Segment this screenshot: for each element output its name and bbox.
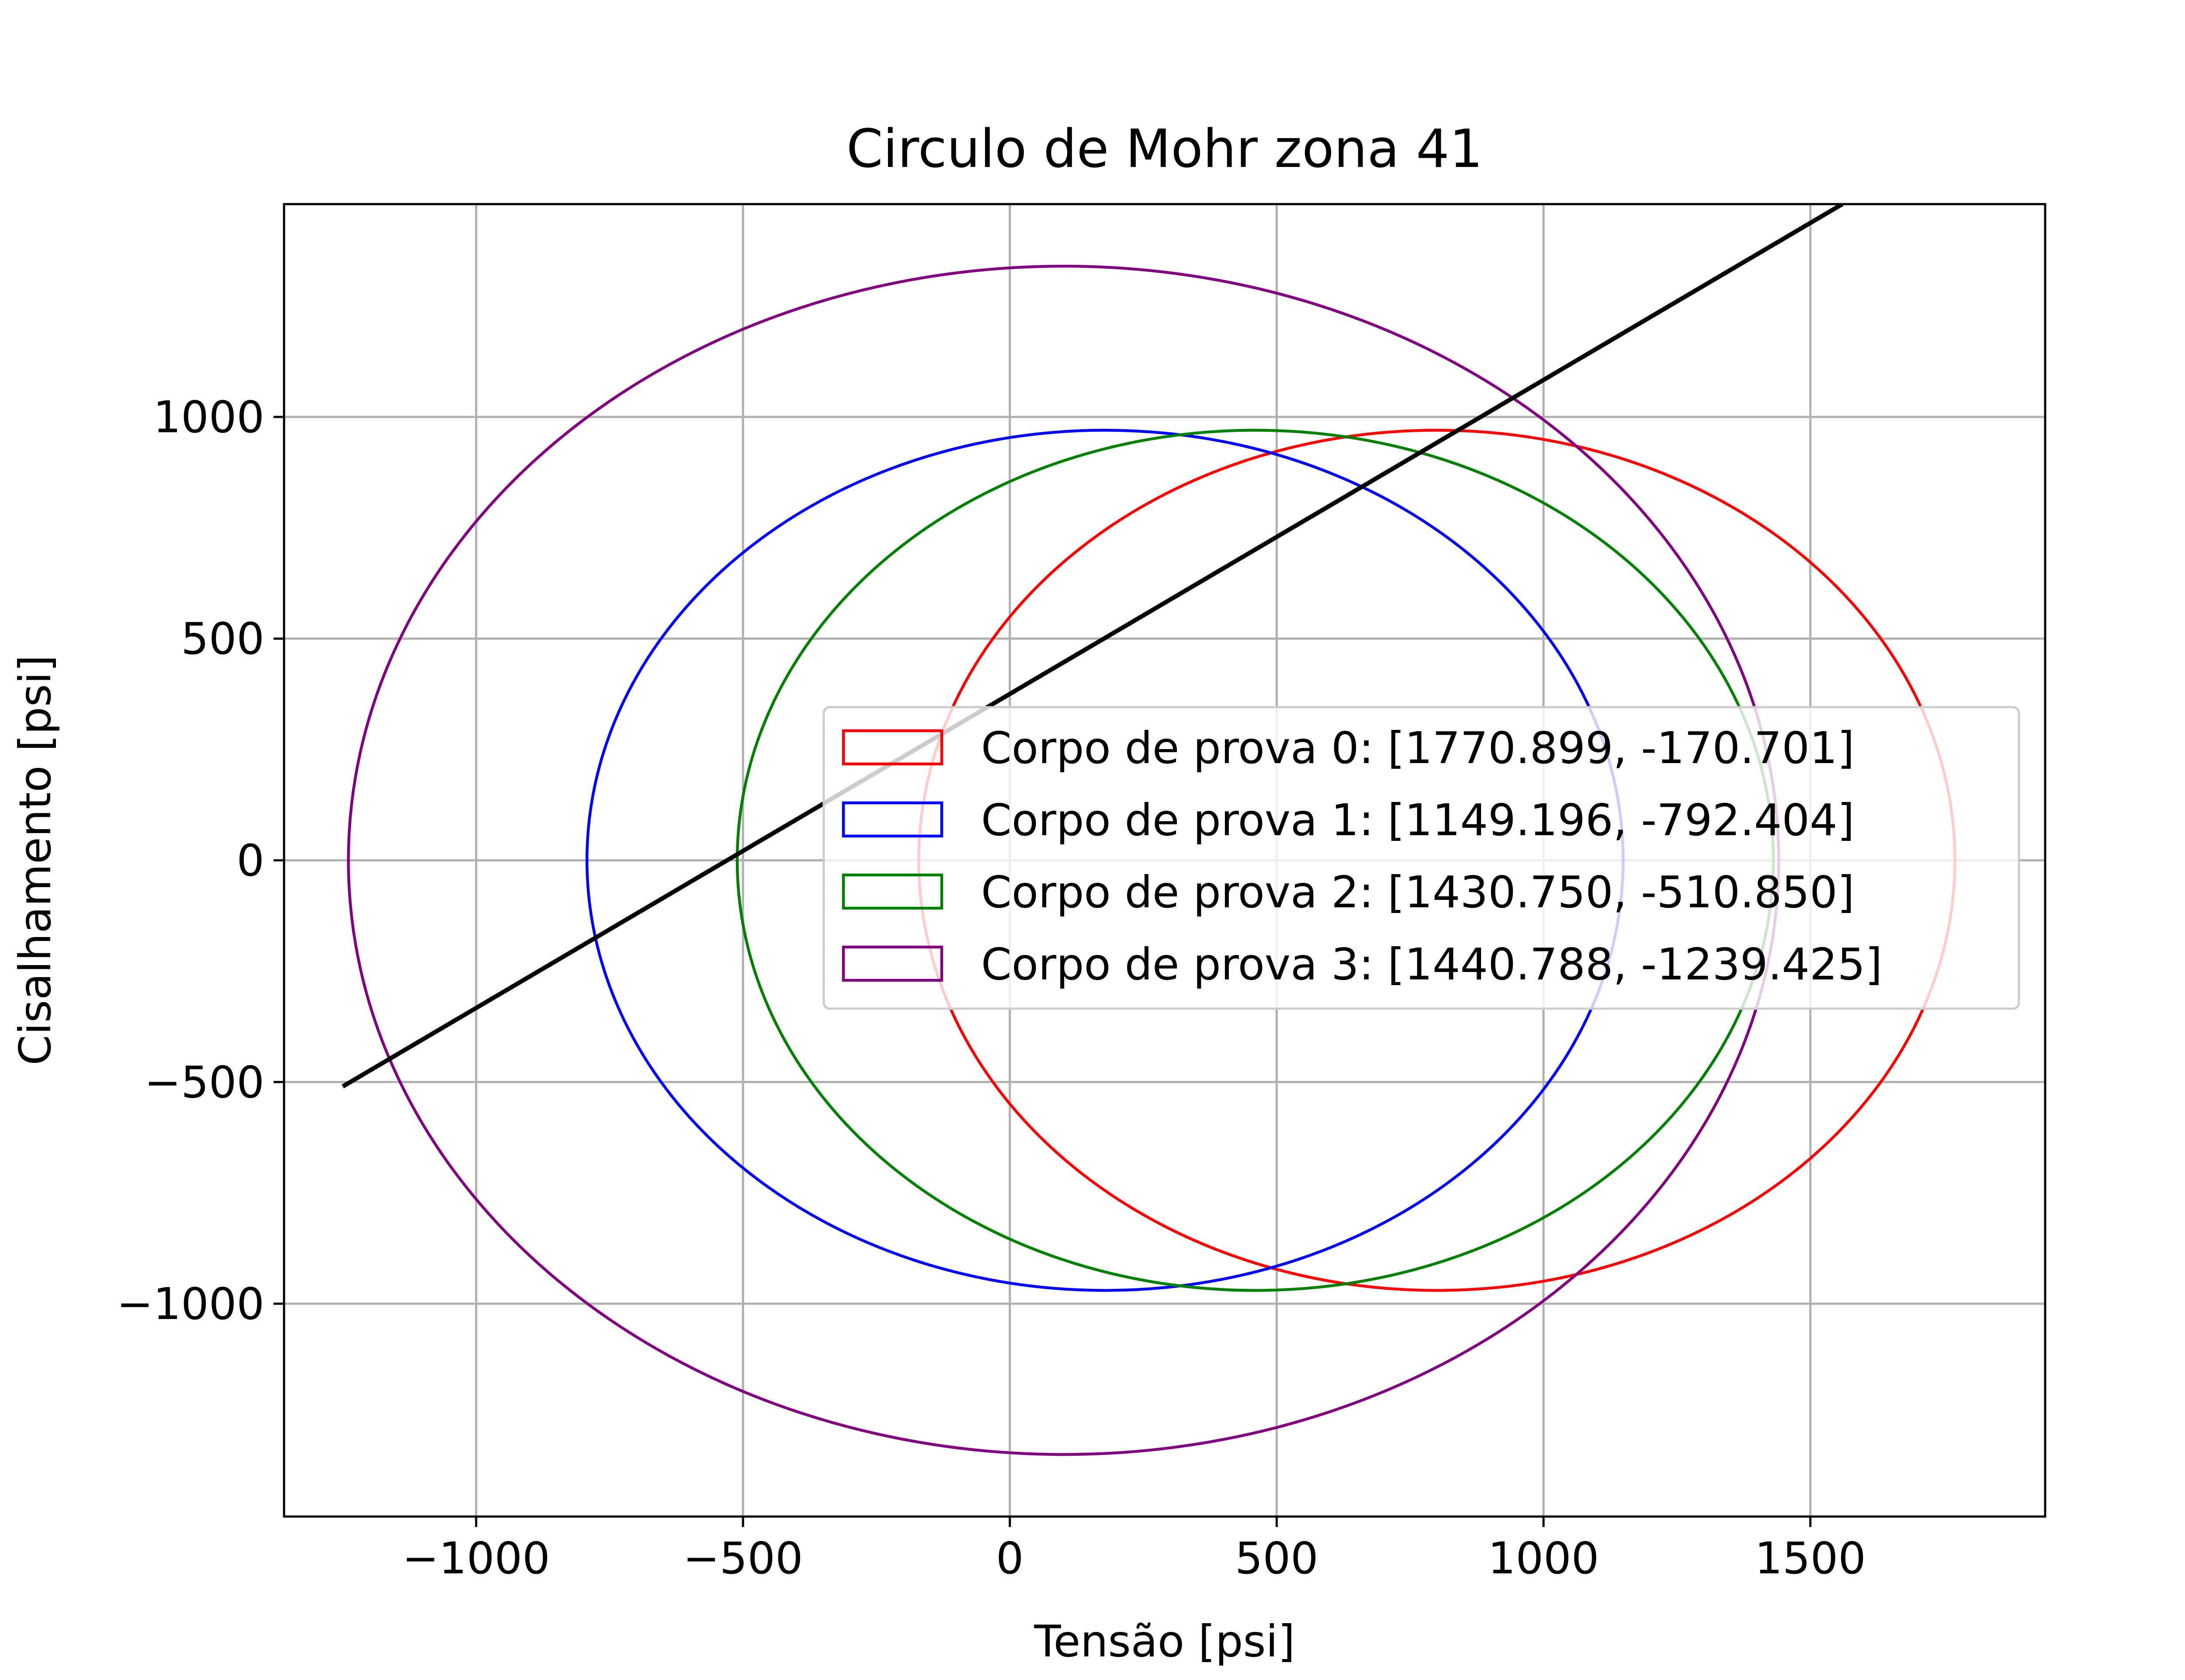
y-axis-label: Cisalhamento [psi] [10, 655, 61, 1065]
legend-label-3: Corpo de prova 3: [1440.788, -1239.425] [981, 939, 1882, 990]
x-tick-label: 1500 [1755, 1533, 1866, 1584]
legend-box [822, 706, 2020, 1010]
x-axis-label: Tensão [psi] [1034, 1616, 1295, 1667]
x-tick-label: −500 [683, 1533, 803, 1584]
axis-ticks: −1000 −500 0 500 1000 1500 −1000 −500 0 500 1000 [117, 392, 1866, 1584]
legend-label-2: Corpo de prova 2: [1430.750, -510.850] [981, 867, 1855, 918]
chart-title: Circulo de Mohr zona 41 [846, 119, 1483, 180]
legend-swatch-0 [842, 729, 943, 766]
y-tick-label: −500 [144, 1057, 264, 1108]
failure-envelope-line [341, 204, 1844, 1089]
x-tick-label: −1000 [402, 1533, 550, 1584]
legend-swatch-1 [842, 801, 943, 838]
plot-frame [283, 203, 2046, 1518]
legend: Corpo de prova 0: [1770.899, -170.701] Co… [822, 706, 2020, 1010]
legend-swatch-3 [842, 945, 943, 982]
x-tick-label: 1000 [1488, 1533, 1599, 1584]
x-tick-label: 500 [1235, 1533, 1318, 1584]
legend-label-1: Corpo de prova 1: [1149.196, -792.404] [981, 795, 1855, 846]
y-tick-label: 1000 [153, 392, 265, 443]
legend-label-0: Corpo de prova 0: [1770.899, -170.701] [981, 722, 1855, 774]
y-tick-label: 0 [236, 835, 264, 886]
y-tick-label: −1000 [117, 1278, 264, 1329]
x-tick-label: 0 [996, 1533, 1024, 1584]
y-tick-label: 500 [181, 613, 264, 664]
legend-swatch-2 [842, 873, 943, 910]
